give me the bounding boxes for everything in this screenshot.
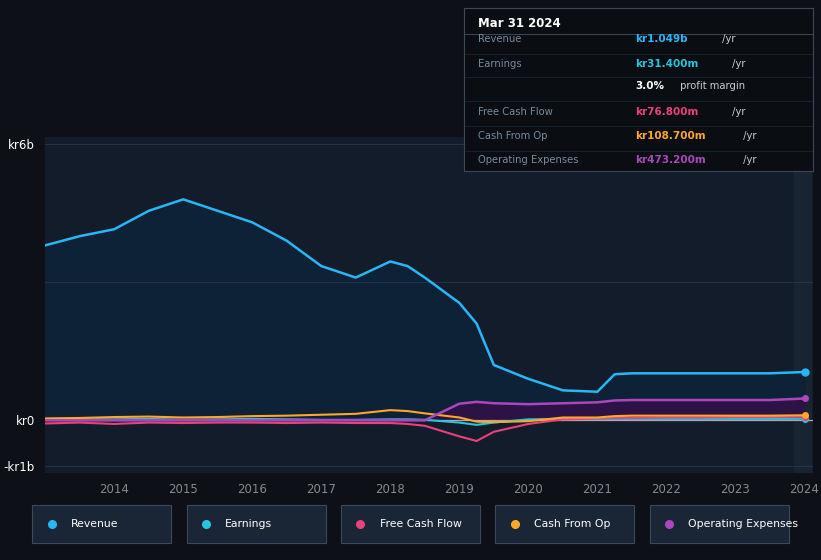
Text: Operating Expenses: Operating Expenses [688, 519, 798, 529]
Text: /yr: /yr [740, 131, 756, 141]
Text: kr1.049b: kr1.049b [635, 34, 687, 44]
Text: /yr: /yr [729, 106, 745, 116]
Bar [794, 137, 811, 473]
Text: Operating Expenses: Operating Expenses [478, 155, 578, 165]
Text: Cash From Op: Cash From Op [478, 131, 548, 141]
Text: kr76.800m: kr76.800m [635, 106, 698, 116]
FancyBboxPatch shape [495, 505, 635, 543]
FancyBboxPatch shape [341, 505, 480, 543]
FancyBboxPatch shape [649, 505, 789, 543]
Text: 3.0%: 3.0% [635, 82, 664, 91]
Text: /yr: /yr [729, 59, 745, 69]
Text: profit margin: profit margin [677, 82, 745, 91]
Text: Earnings: Earnings [225, 519, 273, 529]
Text: Mar 31 2024: Mar 31 2024 [478, 17, 561, 30]
FancyBboxPatch shape [32, 505, 172, 543]
Text: Free Cash Flow: Free Cash Flow [478, 106, 553, 116]
Text: kr108.700m: kr108.700m [635, 131, 705, 141]
Text: /yr: /yr [718, 34, 735, 44]
Text: Revenue: Revenue [71, 519, 118, 529]
Text: /yr: /yr [740, 155, 756, 165]
FancyBboxPatch shape [186, 505, 326, 543]
Text: Earnings: Earnings [478, 59, 521, 69]
Text: kr473.200m: kr473.200m [635, 155, 705, 165]
Text: Revenue: Revenue [478, 34, 521, 44]
Text: kr31.400m: kr31.400m [635, 59, 698, 69]
Text: Free Cash Flow: Free Cash Flow [379, 519, 461, 529]
Text: Cash From Op: Cash From Op [534, 519, 611, 529]
